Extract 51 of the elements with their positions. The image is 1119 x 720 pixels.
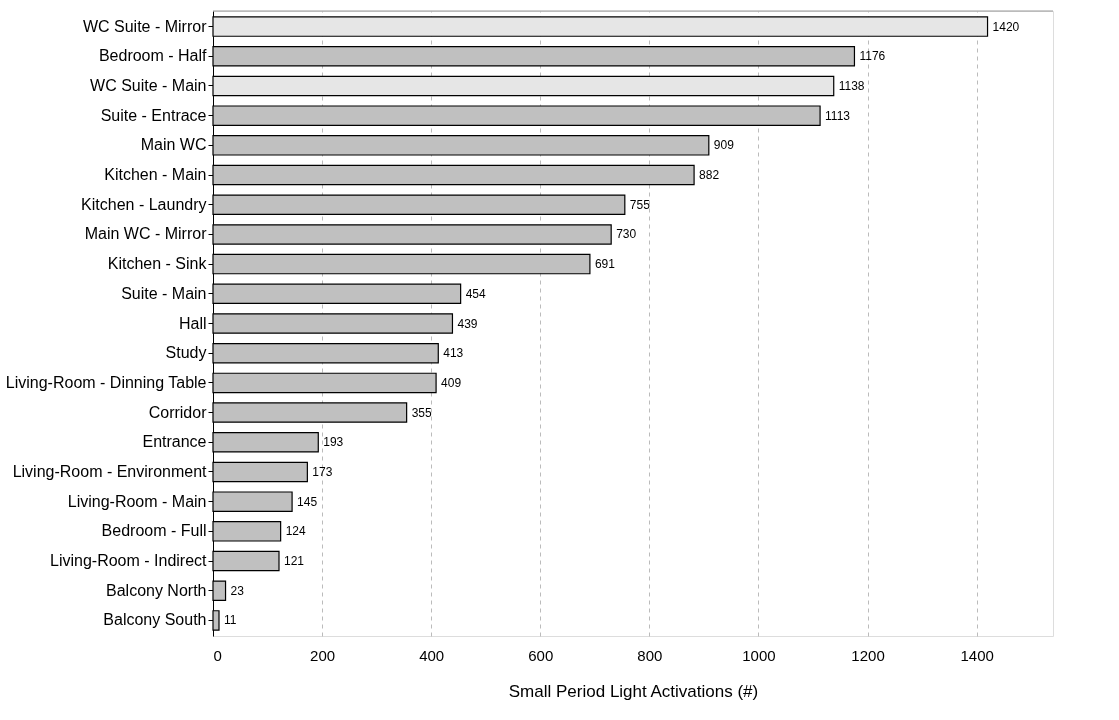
y-tick-label: Balcony South xyxy=(103,611,207,629)
data-label: 121 xyxy=(284,554,305,569)
y-tick-label: Corridor xyxy=(148,403,208,421)
y-tick-label: Suite - Entrace xyxy=(100,106,207,124)
y-tick-label: Bedroom - Full xyxy=(101,522,207,540)
data-label: 1176 xyxy=(859,49,886,64)
data-label: 413 xyxy=(443,346,464,361)
y-tick-label: Bedroom - Half xyxy=(98,47,208,65)
data-label: 124 xyxy=(285,524,306,539)
y-tick-label: Main WC xyxy=(140,136,207,154)
data-label: 439 xyxy=(457,316,478,331)
y-tick-label: Balcony North xyxy=(106,581,207,599)
x-tick-label: 1200 xyxy=(851,646,885,664)
y-tick-label: Kitchen - Sink xyxy=(107,255,208,273)
y-tick-label: Living-Room - Environment xyxy=(12,462,208,480)
y-tick-label: Main WC - Mirror xyxy=(84,225,208,243)
x-axis-title: Small Period Light Activations (#) xyxy=(508,681,759,701)
y-tick-label: Entrance xyxy=(142,433,207,451)
y-tick-label: Living-Room - Indirect xyxy=(50,552,208,570)
y-tick-label: Kitchen - Laundry xyxy=(81,195,207,213)
data-label: 755 xyxy=(629,197,651,212)
y-tick-label: WC Suite - Mirror xyxy=(82,17,208,35)
y-tick-label: Living-Room - Main xyxy=(67,492,207,510)
y-tick-label: Suite - Main xyxy=(121,284,207,302)
y-tick-label: Study xyxy=(165,344,207,362)
y-tick-label: Hall xyxy=(178,314,207,332)
data-label: 23 xyxy=(230,583,245,598)
y-tick-label: Kitchen - Main xyxy=(104,166,207,184)
data-label: 193 xyxy=(323,435,344,450)
data-label: 355 xyxy=(411,405,432,420)
x-tick-label: 800 xyxy=(637,646,663,664)
data-label: 454 xyxy=(465,286,486,301)
data-label: 145 xyxy=(297,494,318,509)
x-tick-label: 1000 xyxy=(742,646,776,664)
y-tick-label: WC Suite - Main xyxy=(90,76,207,94)
y-tick-label: Living-Room - Dinning Table xyxy=(5,373,207,391)
x-tick-label: 600 xyxy=(528,646,554,664)
data-label: 691 xyxy=(594,257,616,272)
data-label: 730 xyxy=(616,227,637,242)
x-tick-label: 400 xyxy=(419,646,445,664)
x-tick-label: 200 xyxy=(310,646,336,664)
x-tick-label: 1400 xyxy=(960,646,994,664)
data-label: 1420 xyxy=(992,19,1020,34)
data-label: 11 xyxy=(224,613,237,628)
data-label: 173 xyxy=(312,464,333,479)
data-label: 409 xyxy=(441,375,462,390)
data-label: 882 xyxy=(699,168,720,183)
x-tick-label: 0 xyxy=(213,646,222,664)
data-label: 1113 xyxy=(825,108,851,123)
data-label: 909 xyxy=(713,138,735,153)
data-label: 1138 xyxy=(838,78,865,93)
